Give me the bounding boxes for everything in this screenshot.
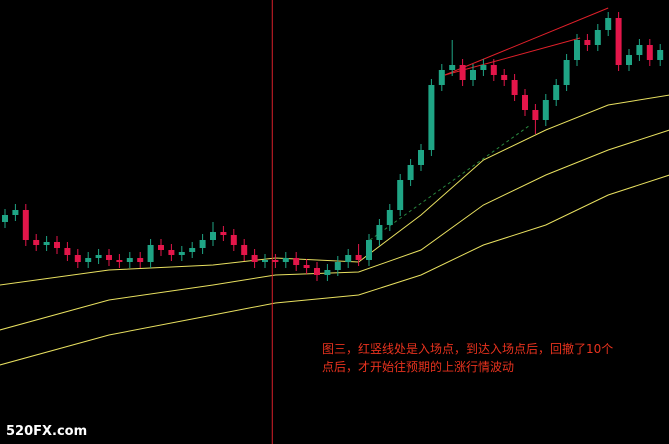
candle-body: [95, 255, 102, 258]
candle-body: [418, 150, 424, 165]
candle-body: [605, 18, 612, 30]
candle-body: [522, 95, 528, 110]
candle-body: [480, 65, 487, 70]
candle-body: [220, 232, 227, 235]
candle-body: [12, 210, 19, 215]
candle-body: [615, 18, 622, 65]
candle-body: [126, 258, 133, 262]
candle-body: [106, 255, 112, 260]
candle-body: [54, 242, 60, 248]
line: [0, 129, 669, 331]
line: [444, 37, 581, 76]
candle-body: [438, 70, 445, 85]
candle-body: [262, 260, 268, 262]
candle-body: [376, 225, 383, 240]
candle-body: [397, 180, 404, 210]
candle-body: [511, 80, 518, 95]
candle-body: [293, 258, 300, 265]
line: [369, 124, 531, 241]
candle-body: [449, 65, 456, 70]
candle-body: [137, 258, 144, 262]
candle-body: [314, 268, 320, 275]
candle-body: [532, 110, 539, 120]
candle-body: [553, 85, 560, 100]
candle-body: [646, 45, 653, 60]
candle-body: [407, 165, 414, 180]
candle-body: [470, 70, 476, 80]
candle-body: [116, 260, 123, 262]
candle-body: [584, 40, 591, 45]
candle-body: [158, 245, 164, 250]
candle-body: [147, 245, 154, 262]
candle-body: [230, 235, 237, 245]
candle-body: [501, 75, 508, 80]
candle-body: [251, 255, 258, 262]
candle-body: [43, 242, 50, 245]
line: [0, 94, 669, 286]
candle-body: [626, 55, 632, 65]
candle-body: [366, 240, 372, 260]
candle-body: [594, 30, 601, 45]
candle-body: [324, 270, 331, 275]
candle-body: [189, 248, 196, 252]
candle-body: [272, 260, 279, 262]
candle-body: [210, 232, 216, 240]
line: [444, 7, 609, 76]
candle-body: [64, 248, 71, 255]
candle-body: [303, 265, 310, 268]
candle-body: [2, 215, 8, 222]
candle-body: [178, 252, 185, 255]
candle-body: [334, 262, 341, 270]
candle-body: [428, 85, 435, 150]
candle-body: [33, 240, 40, 245]
candle-body: [657, 50, 664, 60]
candle-body: [542, 100, 549, 120]
candle-body: [345, 255, 352, 262]
candle-body: [563, 60, 570, 85]
candle-body: [459, 65, 466, 80]
candle-body: [386, 210, 393, 225]
watermark: 520FX.com: [6, 424, 88, 439]
candle-body: [74, 255, 81, 262]
annotation: 图三，红竖线处是入场点，到达入场点后，回撤了10个点后，才开始往预期的上涨行情波…: [322, 342, 614, 374]
candle-body: [241, 245, 248, 255]
candle-body: [282, 258, 289, 262]
candle-body: [490, 65, 497, 75]
candle-body: [22, 210, 29, 240]
candle-body: [574, 40, 580, 60]
line: [0, 174, 669, 366]
candle-body: [199, 240, 206, 248]
candle-body: [355, 255, 362, 260]
candle-body: [85, 258, 92, 262]
candle-body: [636, 45, 643, 55]
candle-body: [168, 250, 175, 255]
